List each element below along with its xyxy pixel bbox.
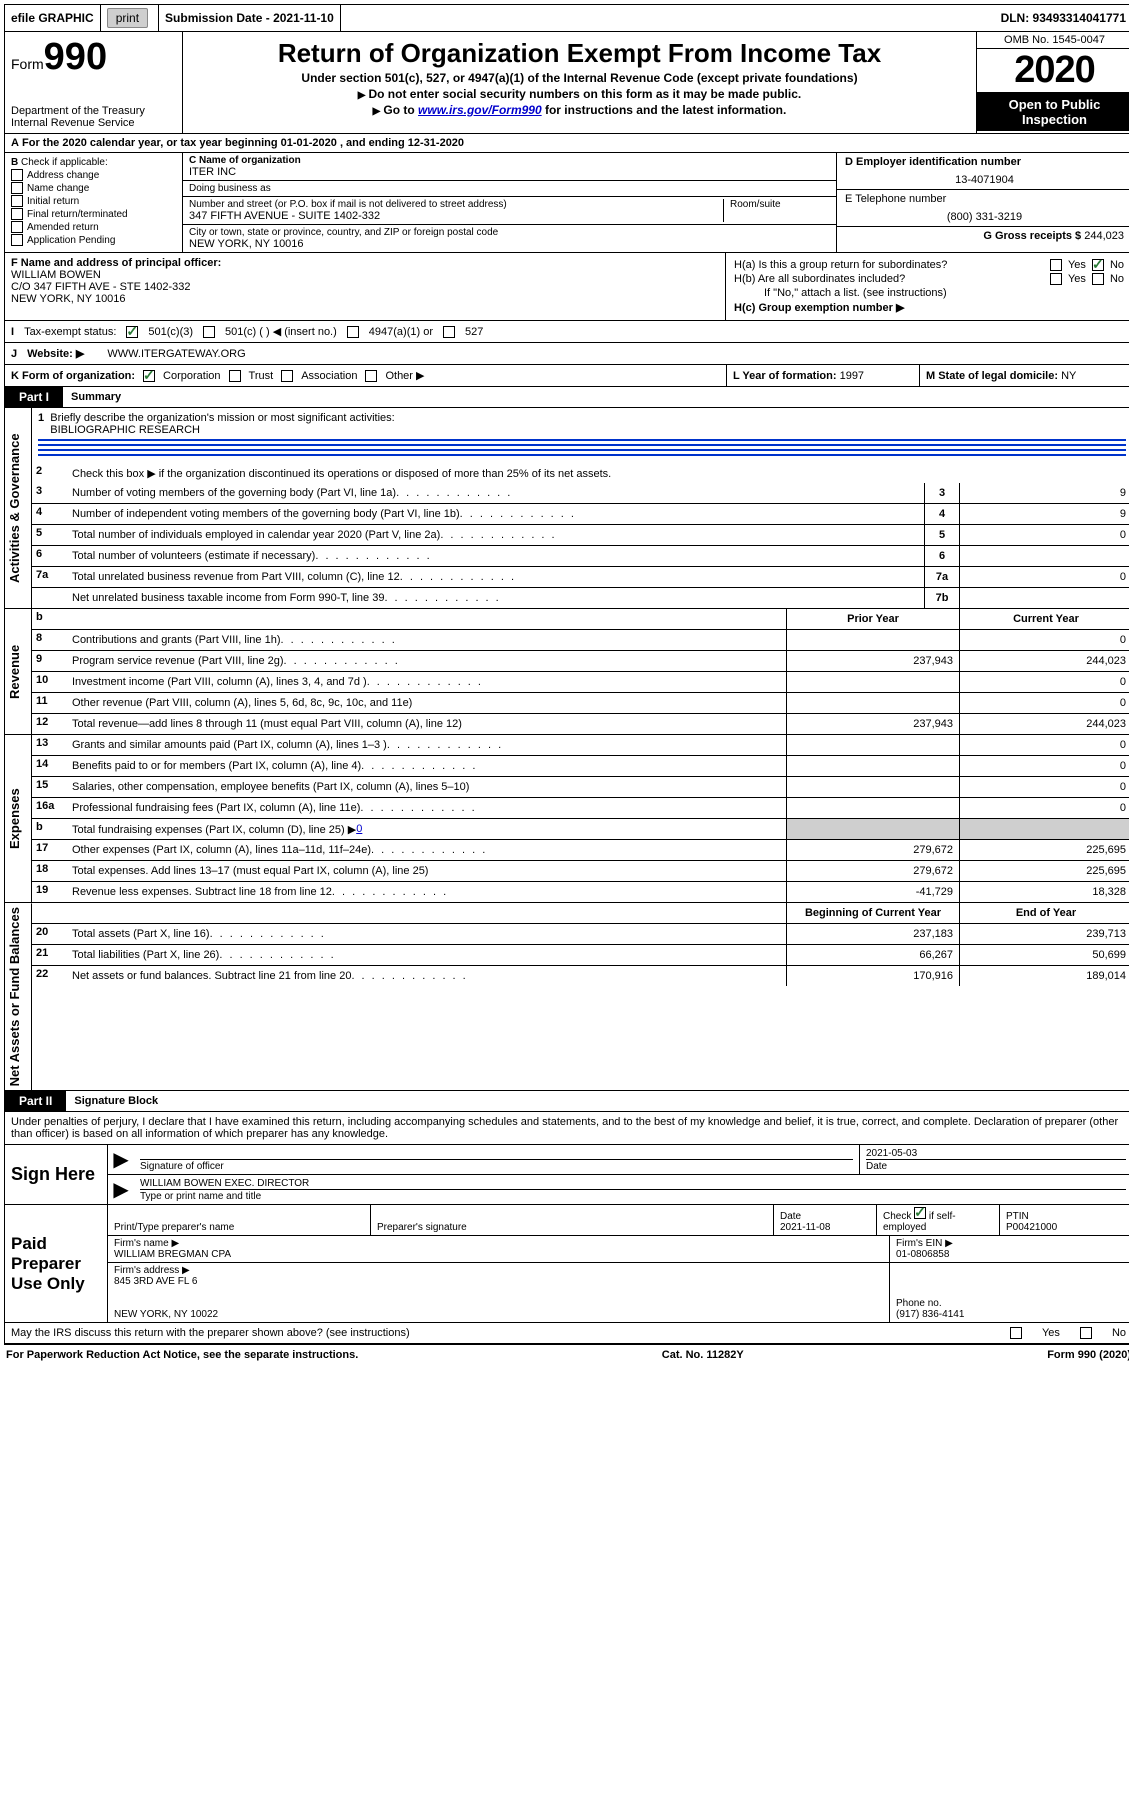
header-mid: Return of Organization Exempt From Incom… — [183, 32, 976, 133]
firm-name: WILLIAM BREGMAN CPA — [114, 1249, 883, 1260]
telephone: (800) 331-3219 — [845, 211, 1124, 223]
print-button[interactable]: print — [107, 8, 148, 28]
omb-number: OMB No. 1545-0047 — [977, 32, 1129, 49]
chk-application-pending[interactable] — [11, 234, 23, 246]
chk-ha-no[interactable] — [1092, 259, 1104, 271]
row-i: I Tax-exempt status: 501(c)(3) 501(c) ( … — [4, 321, 1129, 343]
print-cell: print — [101, 5, 159, 31]
topbar: efile GRAPHIC print Submission Date - 20… — [4, 4, 1129, 32]
gross-receipts: 244,023 — [1084, 230, 1124, 242]
chk-hb-yes[interactable] — [1050, 273, 1062, 285]
org-name: ITER INC — [189, 166, 830, 178]
efile-label: efile GRAPHIC — [5, 5, 101, 31]
spacer — [341, 5, 995, 31]
chk-hb-no[interactable] — [1092, 273, 1104, 285]
side-activities: Activities & Governance — [5, 408, 32, 608]
chk-discuss-no[interactable] — [1080, 1327, 1092, 1339]
ptin: P00421000 — [1006, 1222, 1126, 1233]
chk-other[interactable] — [365, 370, 377, 382]
sign-here-label: Sign Here — [5, 1145, 108, 1204]
tax-year: 2020 — [977, 49, 1129, 93]
section-revenue: Revenue bPrior YearCurrent Year 8Contrib… — [4, 609, 1129, 735]
inspection-label: Open to Public Inspection — [977, 93, 1129, 131]
dept-label: Department of the TreasuryInternal Reven… — [11, 105, 176, 129]
side-net-assets: Net Assets or Fund Balances — [5, 903, 32, 1090]
chk-501c[interactable] — [203, 326, 215, 338]
dln: DLN: 93493314041771 — [995, 5, 1129, 31]
chk-final-return[interactable] — [11, 208, 23, 220]
section-expenses: Expenses 13Grants and similar amounts pa… — [4, 735, 1129, 903]
row-k: K Form of organization: Corporation Trus… — [4, 365, 1129, 387]
chk-address-change[interactable] — [11, 169, 23, 181]
org-address: 347 FIFTH AVENUE - SUITE 1402-332 — [189, 210, 723, 222]
chk-initial-return[interactable] — [11, 195, 23, 207]
chk-discuss-yes[interactable] — [1010, 1327, 1022, 1339]
side-expenses: Expenses — [5, 735, 32, 902]
chk-trust[interactable] — [229, 370, 241, 382]
submission-cell: Submission Date - 2021-11-10 — [159, 5, 341, 31]
instruction-1: Do not enter social security numbers on … — [187, 87, 972, 101]
firm-ein: 01-0806858 — [896, 1249, 1126, 1260]
sig-date: 2021-05-03 — [866, 1148, 1126, 1159]
officer-name: WILLIAM BOWEN EXEC. DIRECTOR — [140, 1178, 1126, 1189]
paid-preparer-block: Paid Preparer Use Only Print/Type prepar… — [4, 1205, 1129, 1323]
instruction-2: Go to www.irs.gov/Form990 for instructio… — [187, 103, 972, 117]
header-left: Form990 Department of the TreasuryIntern… — [5, 32, 183, 133]
block-bcd: B Check if applicable: Address change Na… — [4, 153, 1129, 253]
part2-header: Part II Signature Block — [4, 1091, 1129, 1112]
row-j: J Website: ▶ WWW.ITERGATEWAY.ORG — [4, 343, 1129, 365]
chk-ha-yes[interactable] — [1050, 259, 1062, 271]
form-title: Return of Organization Exempt From Incom… — [187, 38, 972, 69]
part1-header: Part I Summary — [4, 387, 1129, 408]
firm-phone: (917) 836-4141 — [896, 1309, 1126, 1320]
footer: For Paperwork Reduction Act Notice, see … — [4, 1344, 1129, 1365]
header-right: OMB No. 1545-0047 2020 Open to Public In… — [976, 32, 1129, 133]
website: WWW.ITERGATEWAY.ORG — [107, 348, 245, 360]
arrow-icon: ▶ — [108, 1145, 134, 1174]
chk-self-employed[interactable] — [914, 1207, 926, 1219]
chk-4947[interactable] — [347, 326, 359, 338]
chk-name-change[interactable] — [11, 182, 23, 194]
declaration: Under penalties of perjury, I declare th… — [4, 1112, 1129, 1145]
paid-preparer-label: Paid Preparer Use Only — [5, 1205, 108, 1322]
section-net-assets: Net Assets or Fund Balances Beginning of… — [4, 903, 1129, 1091]
fundraising-link[interactable]: 0 — [356, 823, 362, 835]
chk-amended[interactable] — [11, 221, 23, 233]
col-b: B Check if applicable: Address change Na… — [5, 153, 183, 252]
form-subtitle: Under section 501(c), 527, or 4947(a)(1)… — [187, 71, 972, 85]
chk-corp[interactable] — [143, 370, 155, 382]
col-h: H(a) Is this a group return for subordin… — [726, 253, 1129, 320]
ein: 13-4071904 — [845, 174, 1124, 186]
row-fh: F Name and address of principal officer:… — [4, 253, 1129, 321]
chk-assoc[interactable] — [281, 370, 293, 382]
arrow-icon: ▶ — [108, 1175, 134, 1204]
sign-here-block: Sign Here ▶ Signature of officer 2021-05… — [4, 1145, 1129, 1205]
row-a: A For the 2020 calendar year, or tax yea… — [4, 134, 1129, 153]
col-d: D Employer identification number13-40719… — [836, 153, 1129, 252]
col-c: C Name of organizationITER INC Doing bus… — [183, 153, 836, 252]
chk-501c3[interactable] — [126, 326, 138, 338]
chk-527[interactable] — [443, 326, 455, 338]
mission: BIBLIOGRAPHIC RESEARCH — [50, 424, 200, 436]
form-header: Form990 Department of the TreasuryIntern… — [4, 32, 1129, 134]
discuss-row: May the IRS discuss this return with the… — [4, 1323, 1129, 1344]
irs-link[interactable]: www.irs.gov/Form990 — [418, 103, 542, 117]
section-activities: Activities & Governance 1 Briefly descri… — [4, 408, 1129, 609]
org-city: NEW YORK, NY 10016 — [189, 238, 830, 250]
side-revenue: Revenue — [5, 609, 32, 734]
col-f: F Name and address of principal officer:… — [5, 253, 726, 320]
